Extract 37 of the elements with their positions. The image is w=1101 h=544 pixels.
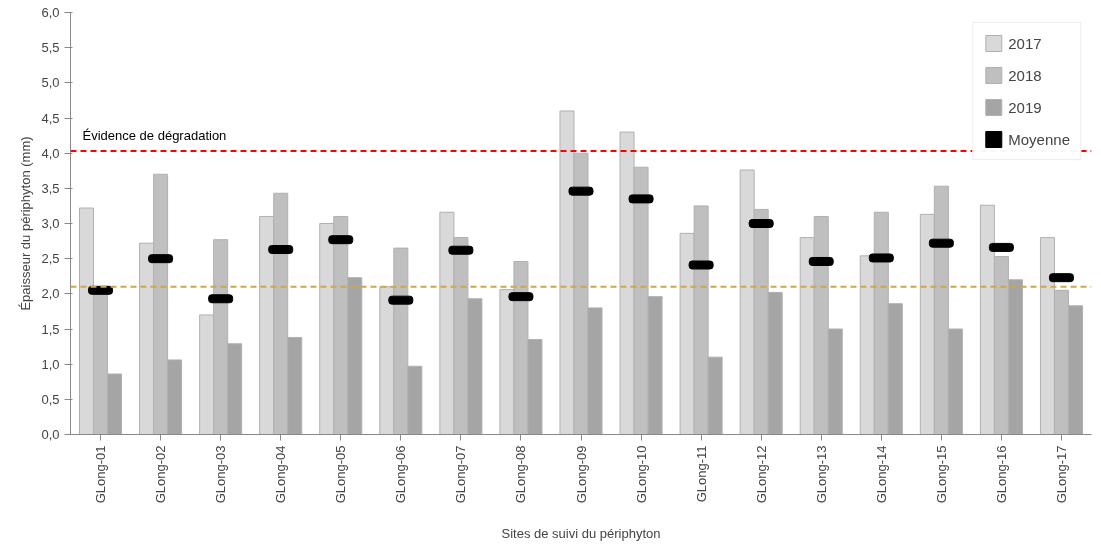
y-tick-label: 3,0 [41,216,60,231]
y-tick-label: 4,5 [41,110,60,126]
y-tick-label: 6,0 [41,5,60,20]
y-tick-label: 3,5 [41,180,60,196]
x-tick-label: GLong-06 [393,445,409,504]
y-tick-label: 1,0 [41,356,60,372]
x-tick-label: GLong-08 [513,445,529,504]
ref-line-label: Évidence de dégradation [82,128,227,144]
legend-label: 2017 [1008,34,1042,52]
y-tick-label: 5,0 [41,75,60,91]
x-tick-label: GLong-07 [453,445,469,504]
y-tick-label: 4,0 [41,145,60,161]
x-axis-title: Sites de suivi du périphyton [501,526,661,542]
x-tick-label: GLong-03 [213,445,229,504]
x-tick-label: GLong-14 [873,445,889,504]
x-tick-label: GLong-04 [273,445,289,504]
x-tick-label: GLong-01 [93,445,109,504]
x-tick-label: GLong-09 [573,445,589,504]
y-tick-label: 5,5 [41,40,60,56]
y-tick-label: 1,5 [41,321,60,337]
y-tick-label: 0,0 [41,427,60,442]
y-axis-title: Épaisseur du périphyton (mm) [18,136,34,311]
legend-label: 2018 [1008,66,1042,84]
y-tick-label: 2,0 [41,286,60,302]
x-tick-label: GLong-13 [813,445,829,504]
x-tick-label: GLong-15 [933,445,949,504]
legend-label: Moyenne [1008,130,1070,148]
y-tick-label: 0,5 [41,391,60,407]
x-tick-label: GLong-02 [153,445,169,504]
x-tick-label: GLong-05 [333,445,349,504]
x-tick-label: GLong-16 [993,445,1009,504]
x-tick-label: GLong-11 [693,445,709,503]
x-tick-label: GLong-17 [1053,445,1069,504]
legend-label: 2019 [1008,98,1042,116]
x-tick-label: GLong-12 [753,445,769,504]
y-tick-label: 2,5 [41,251,60,267]
x-tick-label: GLong-10 [633,445,649,504]
